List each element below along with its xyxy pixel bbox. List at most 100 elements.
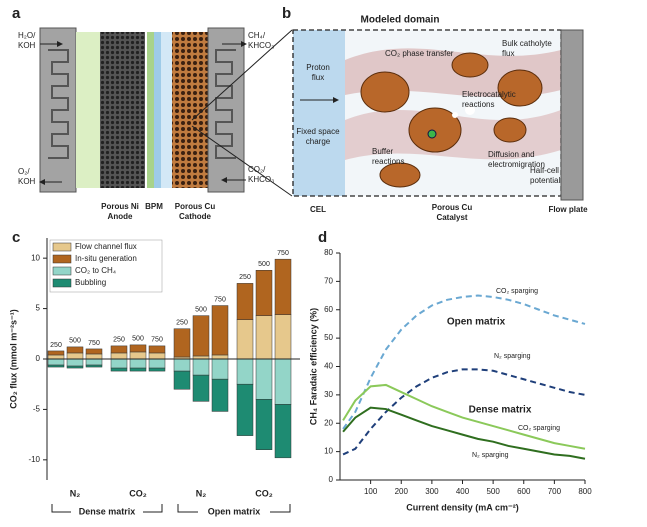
bar-segment xyxy=(110,345,128,354)
y-tick-label: 0 xyxy=(329,475,334,484)
y-tick-label: 60 xyxy=(324,305,333,314)
active-site xyxy=(427,129,437,139)
cathode-region xyxy=(161,32,172,188)
supergroup-label: Dense matrix xyxy=(79,506,136,516)
x-tick-label: 700 xyxy=(548,487,562,496)
bar-label: 500 xyxy=(132,336,144,343)
bar-segment xyxy=(110,358,128,369)
bar-segment xyxy=(110,367,128,372)
bar-label: 250 xyxy=(50,342,62,349)
line-series xyxy=(342,368,586,456)
bar-segment xyxy=(66,358,84,367)
bar-segment xyxy=(148,358,166,369)
cell-diagram xyxy=(39,27,293,197)
bar-segment xyxy=(129,351,147,360)
panel-label: d xyxy=(318,229,327,246)
inlet-label: KHCO₃ xyxy=(248,41,274,50)
series-label: CO₂ sparging xyxy=(518,425,560,432)
process-label: Electrocatalytic xyxy=(462,90,516,99)
x-tick-label: 400 xyxy=(456,487,470,496)
bpm-layer xyxy=(147,32,154,188)
bar-segment xyxy=(274,358,292,405)
y-tick-label: 10 xyxy=(31,253,40,262)
flow-channel xyxy=(215,49,236,159)
bubble xyxy=(452,112,458,118)
region-label: Flow plate xyxy=(548,205,588,214)
process-label: reactions xyxy=(462,100,494,109)
bar-segment xyxy=(192,315,210,357)
inlet-label: KOH xyxy=(18,177,36,186)
annotation: Open matrix xyxy=(447,317,506,328)
legend-label: Flow channel flux xyxy=(75,242,137,251)
bar-segment xyxy=(255,315,273,360)
bar-label: 250 xyxy=(113,337,125,344)
inlet-label: CH₄/ xyxy=(248,31,266,40)
process-label: Proton xyxy=(306,63,330,72)
bar-label: 250 xyxy=(239,274,251,281)
y-tick-label: -5 xyxy=(33,405,41,414)
bracket-gap xyxy=(198,506,270,518)
line-series xyxy=(342,406,586,460)
process-label: potential xyxy=(530,176,560,185)
catalyst-particle xyxy=(379,162,421,188)
region-label: Porous Cu xyxy=(432,203,473,212)
process-label: Fixed space xyxy=(296,127,340,136)
y-tick-label: 5 xyxy=(36,304,41,313)
bpm-layer xyxy=(154,32,161,188)
bar-segment xyxy=(255,399,273,451)
y-tick-label: 0 xyxy=(36,354,41,363)
process-label: Buffer xyxy=(372,147,394,156)
zoom-line xyxy=(191,125,293,197)
bracket-gap xyxy=(71,506,143,518)
process-label: Bulk catholyte xyxy=(502,39,552,48)
bar-label: 750 xyxy=(277,250,289,257)
bar-segment xyxy=(148,367,166,372)
legend-swatch xyxy=(52,266,72,276)
x-tick-label: 500 xyxy=(486,487,500,496)
inlet-label: CO₂/ xyxy=(248,165,266,174)
panel-label: a xyxy=(12,5,21,22)
bar-segment xyxy=(148,345,166,354)
bar-segment xyxy=(173,370,191,390)
x-tick-label: 200 xyxy=(395,487,409,496)
cel xyxy=(293,30,345,196)
legend-label: In-situ generation xyxy=(75,254,137,263)
catalyst-particle xyxy=(451,52,489,78)
bar-segment xyxy=(211,358,229,380)
bar-segment xyxy=(192,358,210,376)
group-label: CO₂ xyxy=(129,488,147,498)
bar-segment xyxy=(47,354,65,360)
flow-plate xyxy=(560,29,584,201)
legend-label: CO₂ to CH₄ xyxy=(75,266,116,275)
bar-segment xyxy=(129,367,147,372)
bar-segment xyxy=(274,314,292,360)
process-label: flux xyxy=(312,73,324,82)
bar-label: 750 xyxy=(88,340,100,347)
series-label: CO₂ sparging xyxy=(496,288,538,295)
bar-segment xyxy=(85,364,103,368)
bar-segment xyxy=(66,365,84,369)
bar-segment xyxy=(129,358,147,369)
bar-segment xyxy=(192,374,210,402)
group-label: CO₂ xyxy=(255,488,273,498)
bar-segment xyxy=(255,270,273,316)
bar-segment xyxy=(66,352,84,360)
bar-label: 500 xyxy=(258,261,270,268)
bar-segment xyxy=(47,364,65,368)
process-label: Diffusion and xyxy=(488,150,535,159)
y-tick-label: 80 xyxy=(324,248,333,257)
bar-label: 500 xyxy=(69,338,81,345)
bar-segment xyxy=(211,354,229,360)
catalyst-particle xyxy=(360,71,410,113)
process-label: CO₂ phase transfer xyxy=(385,49,454,58)
bar-segment xyxy=(85,348,103,355)
y-tick-label: 40 xyxy=(324,362,333,371)
group-label: N₂ xyxy=(70,488,81,498)
process-label: flux xyxy=(502,49,514,58)
process-label: electromigration xyxy=(488,160,545,169)
flow-channel xyxy=(48,49,69,159)
y-axis-label: CO₂ flux (mmol m⁻²s⁻¹) xyxy=(8,309,18,409)
x-axis-label: Current density (mA cm⁻²) xyxy=(406,502,518,512)
component-label: Cathode xyxy=(179,212,212,221)
bar-label: 750 xyxy=(151,337,163,344)
